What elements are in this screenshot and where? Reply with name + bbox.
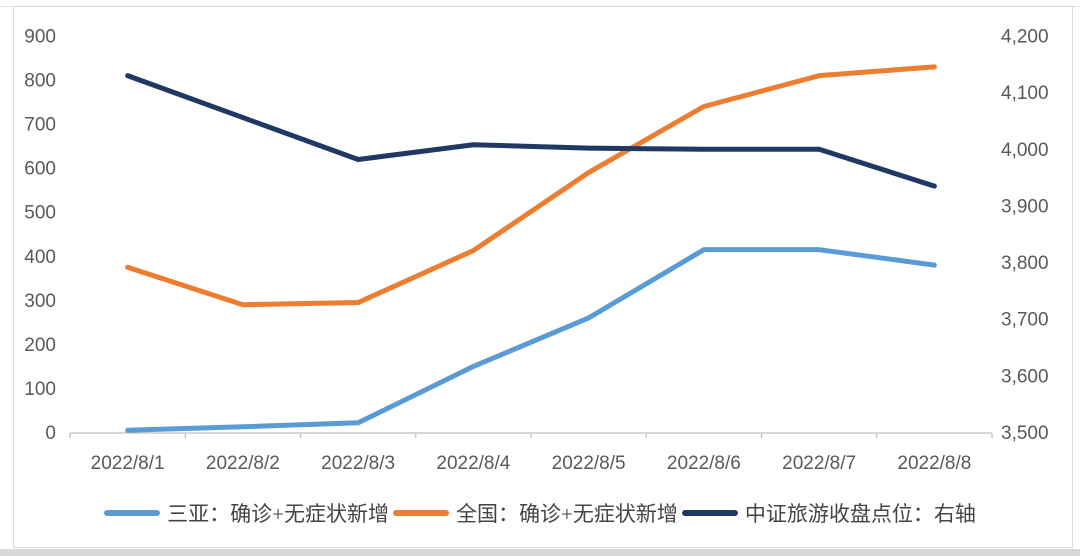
y-axis-left-tick-label: 600 [24, 159, 56, 180]
y-axis-left-tick-label: 500 [24, 203, 56, 224]
x-axis-tick-label: 2022/8/1 [91, 453, 165, 474]
frame-bottom-strip [0, 549, 1080, 556]
series-line-2 [125, 73, 937, 189]
y-axis-left-tick-label: 900 [24, 27, 56, 48]
x-axis-tick-label: 2022/8/5 [552, 453, 626, 474]
legend-line-swatch [681, 510, 738, 516]
y-axis-right-tick-label: 3,500 [1001, 423, 1049, 444]
y-axis-right-tick-label: 3,800 [1001, 253, 1049, 274]
y-axis-left-tick-label: 300 [24, 291, 56, 312]
y-axis-left-tick-label: 200 [24, 335, 56, 356]
y-axis-right-tick-label: 4,200 [1001, 27, 1049, 48]
y-axis-left-tick-label: 0 [45, 423, 56, 444]
legend-item-0: 三亚：确诊+无症状新增 [104, 498, 389, 528]
legend-label: 全国：确诊+无症状新增 [456, 502, 678, 526]
y-axis-left-tick-label: 100 [24, 379, 56, 400]
x-axis-tick-label: 2022/8/8 [897, 453, 971, 474]
y-axis-left-tick-label: 800 [24, 71, 56, 92]
chart-legend: 三亚：确诊+无症状新增 全国：确诊+无症状新增 中证旅游收盘点位：右轴 [0, 499, 1080, 527]
series-line-1 [125, 64, 937, 308]
legend-line-swatch [393, 510, 449, 516]
x-axis-tick-label: 2022/8/7 [782, 453, 856, 474]
y-axis-left-tick-label: 400 [24, 247, 56, 268]
x-axis-tick-label: 2022/8/4 [436, 453, 510, 474]
x-axis-tick-label: 2022/8/6 [667, 453, 741, 474]
y-axis-right-tick-label: 3,600 [1001, 366, 1049, 387]
legend-label: 三亚：确诊+无症状新增 [167, 502, 389, 526]
y-axis-right-tick-label: 4,100 [1001, 83, 1049, 104]
legend-item-2: 中证旅游收盘点位：右轴 [681, 498, 976, 528]
x-axis-tick-label: 2022/8/3 [321, 453, 395, 474]
series-line-0 [125, 247, 937, 433]
y-axis-right-tick-label: 4,000 [1001, 140, 1049, 161]
y-axis-right-tick-label: 3,900 [1001, 196, 1049, 217]
y-axis-left-tick-label: 700 [24, 115, 56, 136]
legend-item-1: 全国：确诊+无症状新增 [393, 498, 678, 528]
y-axis-right-tick-label: 3,700 [1001, 310, 1049, 331]
x-axis-tick-label: 2022/8/2 [206, 453, 280, 474]
legend-label: 中证旅游收盘点位：右轴 [744, 502, 976, 526]
legend-line-swatch [104, 510, 161, 516]
